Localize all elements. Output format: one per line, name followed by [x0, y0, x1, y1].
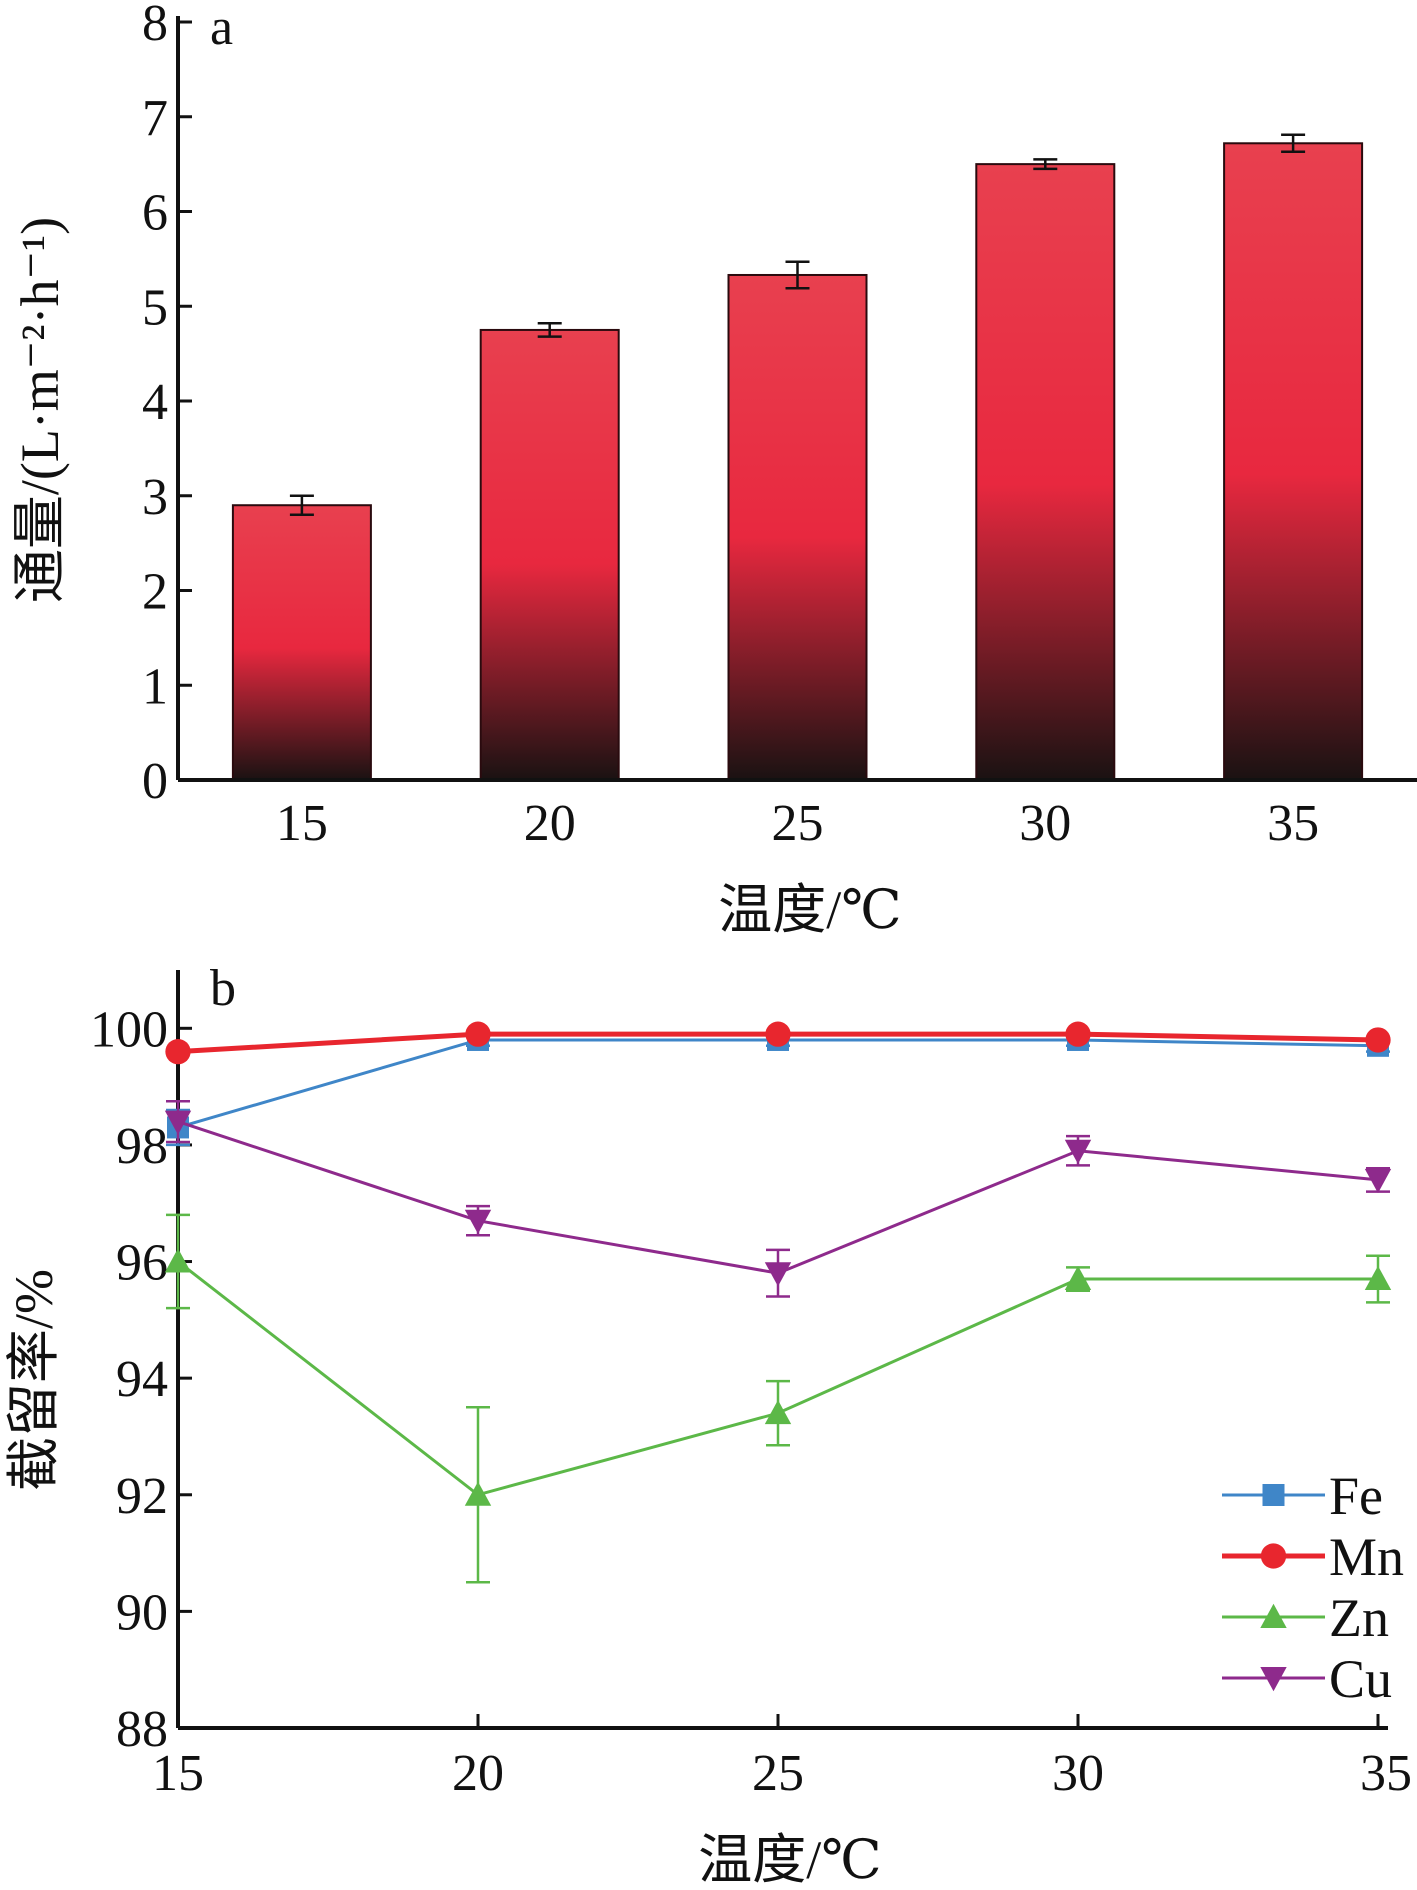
x-axis-ticks: 15 20 25 30 35 [152, 1714, 1412, 1802]
b-x-tick-label: 35 [1360, 1745, 1412, 1802]
point-Cu [764, 1262, 792, 1287]
legend-label: Fe [1329, 1466, 1383, 1526]
b-x-tick-label: 15 [152, 1745, 204, 1802]
legend-swatch-marker [1260, 1667, 1287, 1692]
a-y-tick-label: 4 [142, 374, 168, 431]
b-y-axis-title: 截留率/% [4, 1269, 64, 1491]
b-x-tick-label: 25 [752, 1745, 804, 1802]
b-y-tick-label: 92 [116, 1468, 168, 1525]
legend-item-Cu: Cu [1222, 1649, 1392, 1709]
point-Mn [165, 1038, 191, 1065]
point-Mn [1065, 1021, 1091, 1047]
a-y-tick-label: 1 [142, 658, 168, 715]
point-Cu [164, 1110, 192, 1135]
point-Zn [464, 1481, 492, 1506]
b-y-tick-label: 90 [116, 1584, 168, 1641]
a-x-tick-label: 20 [524, 795, 576, 852]
y-axis-ticks: 0 1 2 3 4 5 6 7 8 [142, 0, 192, 810]
axes [176, 16, 1417, 782]
a-x-axis-title: 温度/℃ [718, 880, 901, 940]
series-Mn [165, 1021, 1391, 1065]
point-Zn [1064, 1265, 1092, 1291]
b-x-tick-label: 30 [1052, 1745, 1104, 1802]
point-Mn [465, 1021, 491, 1047]
series-Zn [164, 1213, 1392, 1584]
panel-a-label: a [210, 0, 233, 56]
panel-b-label: b [210, 960, 236, 1017]
a-x-tick-label: 25 [772, 795, 824, 852]
flux-bar-chart: 0 1 2 3 4 5 6 7 8 15 20 25 30 35 a 温度/℃ 通量/(L·m⁻²·h⁻… [10, 0, 1417, 940]
legend-item-Fe: Fe [1222, 1466, 1383, 1526]
point-Mn [765, 1021, 791, 1047]
b-y-tick-label: 88 [116, 1701, 168, 1758]
bar-series [231, 142, 1364, 781]
a-y-tick-label: 2 [142, 564, 168, 621]
point-Zn [1364, 1265, 1392, 1291]
legend-swatch-marker [1260, 1603, 1287, 1628]
point-Mn [1365, 1027, 1391, 1053]
bar-25 [727, 273, 868, 781]
bar-15 [231, 504, 372, 781]
point-Cu [464, 1209, 492, 1234]
legend-swatch-marker [1262, 1484, 1285, 1506]
axes [176, 970, 1388, 1730]
error-bars [289, 133, 1306, 516]
a-x-tick-label: 15 [276, 795, 328, 852]
legend-item-Zn: Zn [1222, 1588, 1389, 1648]
bar-30 [975, 163, 1116, 781]
b-y-tick-label: 96 [116, 1235, 168, 1292]
a-y-tick-label: 5 [142, 279, 168, 336]
a-x-tick-label: 30 [1019, 795, 1071, 852]
a-x-tick-label: 35 [1267, 795, 1319, 852]
series-Cu [164, 1099, 1392, 1298]
point-Zn [764, 1399, 792, 1425]
legend-label: Mn [1329, 1527, 1404, 1587]
b-x-tick-label: 20 [452, 1745, 504, 1802]
series-line-Fe [177, 1038, 1379, 1129]
line-series [164, 1021, 1392, 1584]
y-axis-ticks: 88 90 92 94 96 98 100 [90, 1001, 192, 1758]
legend-label: Cu [1329, 1649, 1392, 1709]
b-y-tick-label: 100 [90, 1001, 168, 1058]
a-y-tick-label: 3 [142, 469, 168, 526]
a-y-tick-label: 0 [142, 753, 168, 810]
legend-item-Mn: Mn [1222, 1527, 1404, 1587]
legend-label: Zn [1329, 1588, 1389, 1648]
b-y-tick-label: 98 [116, 1118, 168, 1175]
a-y-tick-label: 8 [142, 0, 168, 52]
point-Cu [1064, 1139, 1092, 1164]
b-y-tick-label: 94 [116, 1351, 168, 1408]
point-Zn [164, 1248, 192, 1273]
b-x-axis-title: 温度/℃ [698, 1830, 881, 1890]
a-y-tick-label: 6 [142, 185, 168, 242]
point-Cu [1364, 1168, 1392, 1194]
a-y-axis-title: 通量/(L·m⁻²·h⁻¹) [10, 217, 70, 603]
bar-35 [1223, 142, 1364, 781]
a-y-tick-label: 7 [142, 90, 168, 147]
legend-swatch-marker [1260, 1543, 1287, 1569]
bar-20 [479, 328, 620, 781]
x-axis-ticks: 15 20 25 30 35 [276, 795, 1319, 852]
